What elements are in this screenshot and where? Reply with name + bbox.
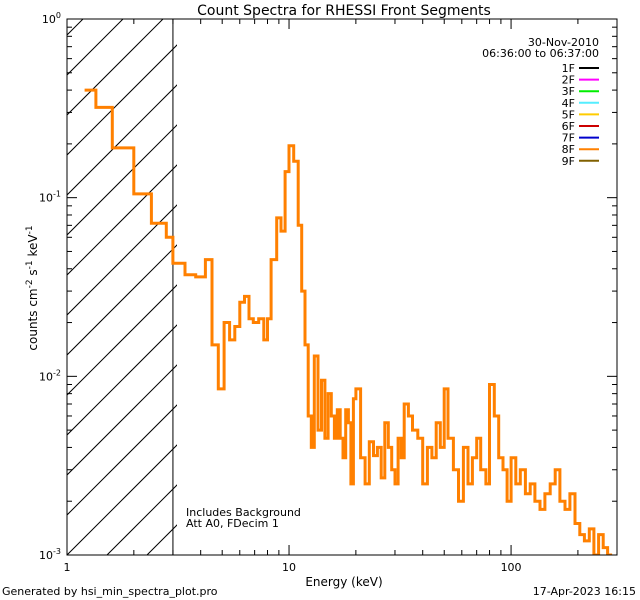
- y-tick-label: 10-1: [39, 190, 61, 205]
- annotation-attenuator: Att A0, FDecim 1: [186, 517, 279, 530]
- legend-label-2F: 2F: [562, 74, 575, 87]
- y-tick-label: 10-3: [39, 547, 61, 562]
- hatch-line: [67, 204, 177, 316]
- excluded-energy-hatch: [67, 19, 177, 555]
- y-axis-label: counts cm-2 s-1 keV-1: [25, 225, 40, 350]
- x-tick-label: 100: [501, 561, 522, 574]
- y-tick-base: 10: [39, 370, 53, 383]
- y-axis-label-kev: keV: [26, 234, 40, 261]
- time-range-label: 06:36:00 to 06:37:00: [482, 47, 599, 60]
- footer-timestamp: 17-Apr-2023 16:15: [533, 585, 636, 598]
- series-8F-line: [84, 88, 613, 555]
- y-axis-label-counts: counts cm: [26, 288, 40, 350]
- series-layer: [84, 88, 613, 555]
- plot-frame: [66, 18, 618, 556]
- hatch-line: [67, 364, 177, 476]
- hatch-line: [67, 444, 177, 555]
- hatch-line: [67, 84, 177, 196]
- y-tick-label: 10-2: [39, 368, 61, 383]
- hatch-line: [67, 44, 177, 156]
- legend-label-3F: 3F: [562, 85, 575, 98]
- legend-label-4F: 4F: [562, 97, 575, 110]
- y-tick-label: 100: [42, 11, 61, 26]
- y-tick-base: 10: [39, 192, 53, 205]
- x-tick-label: 10: [282, 561, 296, 574]
- annotation-background: Includes Background: [186, 506, 301, 519]
- legend-label-7F: 7F: [562, 132, 575, 145]
- hatch-line: [67, 404, 177, 516]
- y-axis-label-exp-cm: -2: [25, 279, 35, 288]
- y-tick-exponent: 0: [56, 11, 61, 20]
- x-axis-label: Energy (keV): [305, 575, 382, 589]
- legend-label-8F: 8F: [562, 143, 575, 156]
- y-tick-exponent: -2: [53, 368, 61, 377]
- y-axis-label-exp-s: -1: [25, 260, 35, 269]
- footer-generated-by: Generated by hsi_min_spectra_plot.pro: [2, 585, 218, 598]
- hatch-line: [67, 19, 164, 116]
- chart-title: Count Spectra for RHESSI Front Segments: [197, 3, 491, 19]
- y-axis-label-s: s: [26, 269, 40, 279]
- svg-text:counts cm-2 s-1 keV-1: counts cm-2 s-1 keV-1: [25, 225, 40, 350]
- y-tick-exponent: -1: [53, 190, 61, 199]
- y-tick-base: 10: [42, 13, 56, 26]
- y-axis-label-exp-kev: -1: [25, 225, 35, 234]
- legend-label-5F: 5F: [562, 108, 575, 121]
- hatch-line: [67, 244, 177, 356]
- date-label: 30-Nov-2010: [528, 36, 599, 49]
- x-tick-label: 1: [64, 561, 71, 574]
- legend-label-6F: 6F: [562, 120, 575, 133]
- y-tick-base: 10: [39, 549, 53, 562]
- legend-label-1F: 1F: [562, 62, 575, 75]
- legend-label-9F: 9F: [562, 155, 575, 168]
- y-tick-exponent: -3: [53, 547, 61, 556]
